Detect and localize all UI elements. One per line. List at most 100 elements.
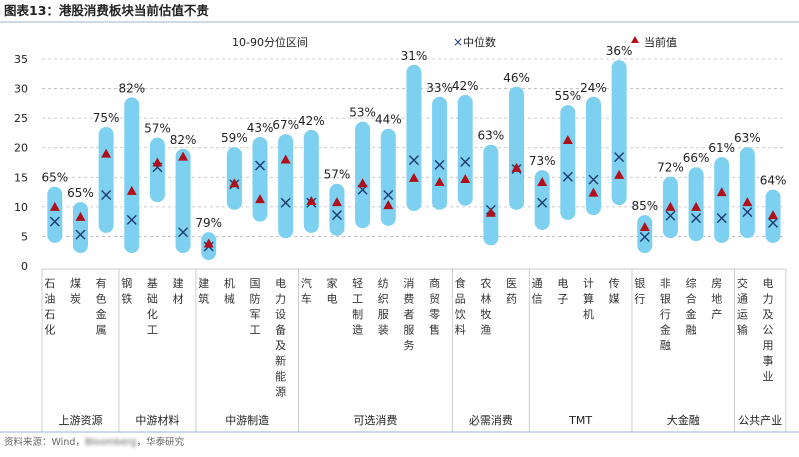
current-marker [639, 221, 650, 231]
range-bar [124, 97, 140, 254]
category-label: 纺织服装 [378, 276, 389, 337]
current-marker [306, 195, 317, 205]
category-label: 电子 [557, 277, 568, 306]
median-marker [434, 159, 445, 170]
percentile-label: 46% [503, 71, 530, 85]
category-label: 传媒 [609, 277, 620, 306]
category-label: 有色金属 [96, 276, 107, 337]
y-tick-label: 25 [14, 112, 28, 125]
percentile-label: 42% [298, 114, 325, 128]
current-marker [460, 174, 471, 184]
category-label: 石油石化 [44, 277, 55, 337]
median-marker [75, 229, 86, 240]
range-bar [714, 157, 730, 243]
percentile-label: 42% [452, 79, 479, 93]
percentile-label: 59% [221, 131, 248, 145]
percentile-label: 75% [93, 111, 120, 125]
percentile-label: 79% [195, 216, 222, 230]
current-marker [665, 201, 676, 211]
current-marker [588, 187, 599, 197]
percentile-label: 57% [324, 168, 351, 182]
group-label: TMT [568, 414, 592, 427]
category-label: 医药 [506, 277, 517, 306]
percentile-label: 66% [683, 151, 710, 165]
range-bar [252, 137, 268, 222]
source-prefix: 资料来源：Wind， [4, 436, 85, 448]
y-tick-label: 20 [14, 142, 28, 155]
median-marker [562, 171, 573, 182]
percentile-label: 43% [247, 121, 274, 135]
legend-median-icon: × [453, 35, 463, 49]
median-marker [383, 190, 394, 201]
category-label: 电力设备及新能源 [275, 277, 286, 399]
source-blurred: Bloomberg [85, 437, 137, 448]
group-label: 上游资源 [58, 413, 102, 427]
range-bar [72, 202, 88, 254]
range-bar [432, 96, 448, 210]
percentile-label: 61% [708, 141, 735, 155]
percentile-label: 24% [580, 81, 607, 95]
group-label: 中游材料 [135, 413, 179, 427]
source-note: 资料来源：Wind，Bloomberg，华泰研究 [4, 436, 185, 448]
range-bar [380, 128, 396, 226]
percentile-label: 33% [426, 81, 453, 95]
median-marker [614, 152, 625, 163]
percentile-label: 53% [349, 106, 376, 120]
category-label: 综合金融 [686, 276, 697, 337]
range-bar [175, 148, 191, 254]
percentile-label: 65% [67, 186, 94, 200]
median-marker [588, 174, 599, 185]
category-label: 钢铁 [121, 277, 132, 306]
range-bar [329, 183, 345, 236]
category-label: 家电 [326, 276, 337, 306]
category-label: 非银行金融 [660, 277, 671, 352]
source-suffix: ，华泰研究 [137, 436, 185, 448]
current-marker [126, 185, 137, 195]
range-bar [98, 126, 114, 233]
category-label: 基础化工 [147, 277, 158, 337]
median-marker [460, 156, 471, 167]
range-bar [303, 129, 319, 233]
y-tick-label: 35 [14, 53, 28, 66]
category-label: 煤炭 [70, 277, 81, 306]
percentile-label: 85% [631, 199, 658, 213]
legend-range-label: 10-90分位区间 [232, 35, 308, 49]
median-marker [639, 232, 650, 243]
group-label: 必需消费 [469, 413, 513, 427]
category-label: 商贸零售 [429, 276, 440, 337]
percentile-label: 55% [554, 89, 581, 103]
current-marker [280, 154, 291, 164]
category-label: 食品饮料 [455, 276, 466, 337]
range-bar [637, 215, 653, 254]
median-marker [101, 190, 112, 201]
y-tick-label: 5 [21, 230, 28, 243]
category-label: 建筑 [198, 276, 209, 306]
y-tick-label: 15 [14, 171, 28, 184]
median-marker [331, 210, 342, 221]
chart-title: 图表13：港股消费板块当前估值不贵 [4, 3, 209, 18]
percentile-label: 82% [170, 133, 197, 147]
legend-current-label: 当前值 [644, 35, 677, 49]
range-bar [47, 186, 63, 243]
current-marker [716, 187, 727, 197]
range-bar [355, 121, 371, 229]
median-marker [665, 210, 676, 221]
range-bar [406, 64, 422, 212]
current-marker [691, 201, 702, 211]
median-marker [742, 207, 753, 218]
median-marker [408, 155, 419, 166]
current-marker [408, 172, 419, 182]
category-label: 轻工制造 [352, 276, 363, 337]
category-label: 农林牧渔 [480, 276, 491, 337]
percentile-label: 63% [478, 129, 505, 143]
current-marker [49, 201, 60, 211]
y-tick-label: 0 [21, 260, 28, 273]
current-marker [229, 178, 240, 188]
current-marker [331, 197, 342, 207]
category-label: 国防军工 [250, 277, 261, 337]
range-bar [457, 95, 473, 206]
y-tick-label: 10 [14, 201, 28, 214]
median-marker [49, 216, 60, 227]
y-tick-label: 30 [14, 83, 28, 96]
